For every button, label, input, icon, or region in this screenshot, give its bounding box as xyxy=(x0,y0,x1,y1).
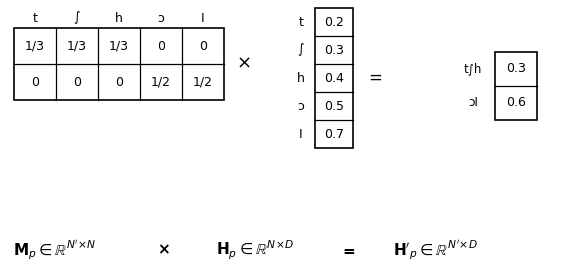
Text: 0.3: 0.3 xyxy=(324,44,344,56)
Text: 0: 0 xyxy=(115,76,123,89)
Text: 1/2: 1/2 xyxy=(151,76,171,89)
Text: 0: 0 xyxy=(73,76,81,89)
Text: $\mathbf{M}_p \in \mathbb{R}^{N' \!\times\! N}$: $\mathbf{M}_p \in \mathbb{R}^{N' \!\time… xyxy=(13,238,97,262)
Text: I: I xyxy=(299,127,303,141)
Text: t: t xyxy=(33,12,37,24)
Text: 1/3: 1/3 xyxy=(25,39,45,53)
Text: 0: 0 xyxy=(157,39,165,53)
Text: ∫: ∫ xyxy=(74,12,80,24)
Text: ∫: ∫ xyxy=(298,44,304,56)
Text: 1/3: 1/3 xyxy=(67,39,87,53)
Text: 1/3: 1/3 xyxy=(109,39,129,53)
Text: 0.4: 0.4 xyxy=(324,72,344,84)
Text: I: I xyxy=(201,12,205,24)
Text: 0.3: 0.3 xyxy=(506,62,526,76)
Text: ×: × xyxy=(236,55,252,73)
Text: 0: 0 xyxy=(31,76,39,89)
Text: 1/2: 1/2 xyxy=(193,76,213,89)
Text: 0.2: 0.2 xyxy=(324,16,344,28)
Bar xyxy=(315,8,353,148)
Text: h: h xyxy=(297,72,305,84)
Bar xyxy=(14,28,224,100)
Text: ɔ: ɔ xyxy=(158,12,164,24)
Text: ɔI: ɔI xyxy=(468,96,478,110)
Text: $\mathbf{\times}$: $\mathbf{\times}$ xyxy=(157,242,169,258)
Text: 0.5: 0.5 xyxy=(324,99,344,113)
Text: t: t xyxy=(298,16,304,28)
Text: =: = xyxy=(368,69,382,87)
Text: h: h xyxy=(115,12,123,24)
Text: $\mathbf{=}$: $\mathbf{=}$ xyxy=(340,242,356,258)
Bar xyxy=(495,52,537,120)
Text: $\mathbf{H}_p \in \mathbb{R}^{N \!\times\! D}$: $\mathbf{H}_p \in \mathbb{R}^{N \!\times… xyxy=(216,238,294,262)
Text: 0.7: 0.7 xyxy=(324,127,344,141)
Text: 0.6: 0.6 xyxy=(506,96,526,110)
Text: ɔ: ɔ xyxy=(298,99,305,113)
Text: 0: 0 xyxy=(199,39,207,53)
Text: t∫h: t∫h xyxy=(464,62,482,76)
Text: $\mathbf{H'}_p \in \mathbb{R}^{N' \!\times\! D}$: $\mathbf{H'}_p \in \mathbb{R}^{N' \!\tim… xyxy=(393,238,478,262)
